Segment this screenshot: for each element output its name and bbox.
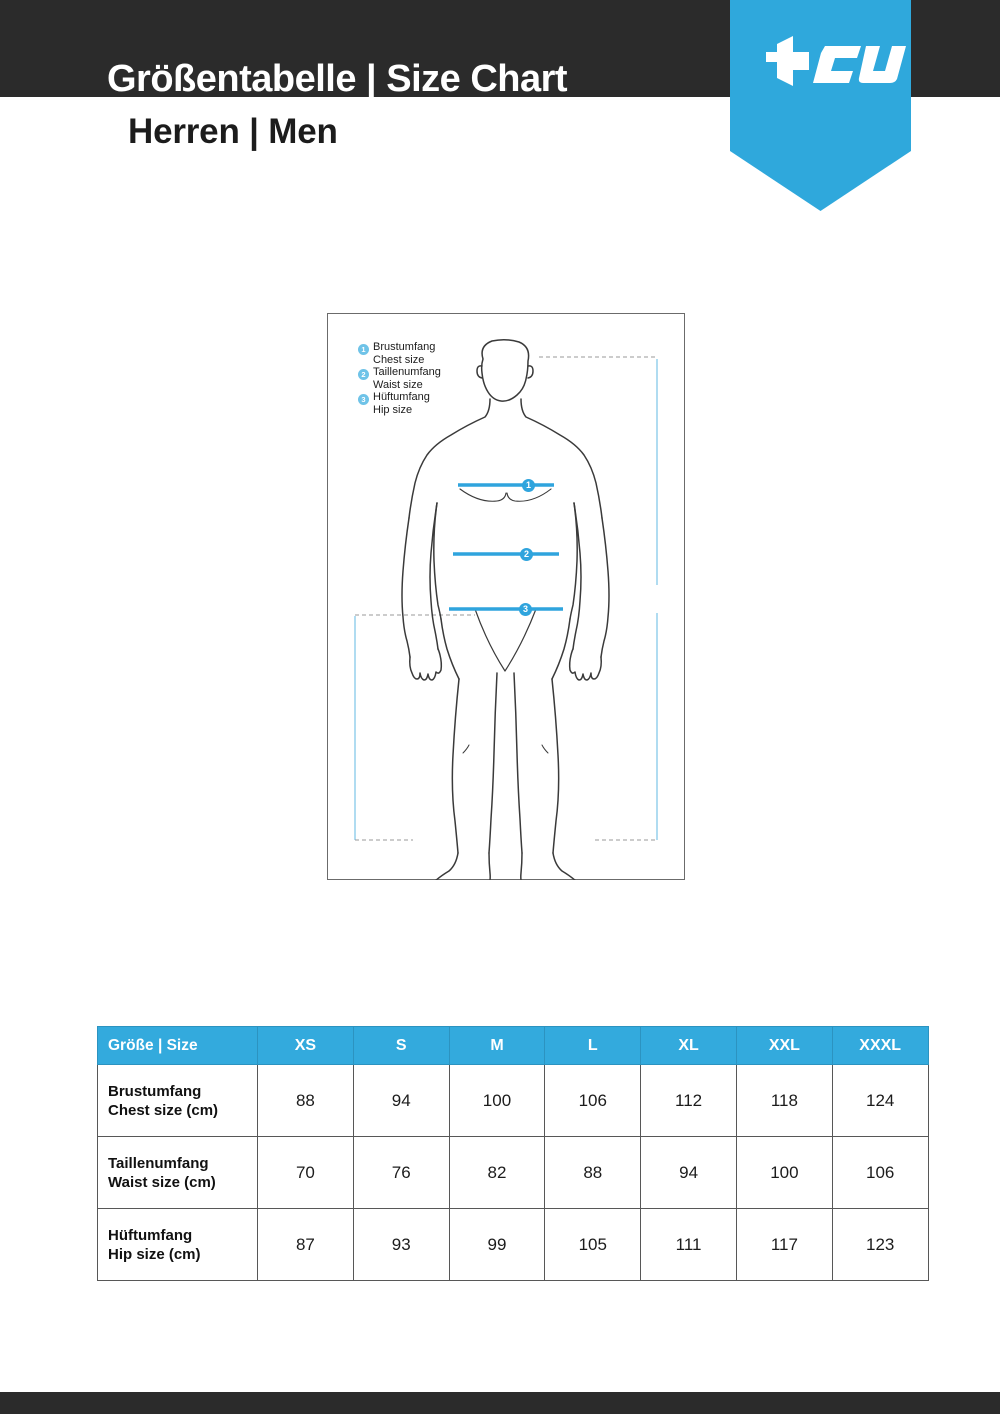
cell-chest-s: 94 bbox=[352, 1064, 450, 1137]
cell-hip-m: 99 bbox=[448, 1208, 546, 1281]
body-figure-illustration bbox=[354, 338, 658, 880]
table-row: Brustumfang Chest size (cm) 88 94 100 10… bbox=[97, 1064, 929, 1137]
cell-hip-xxl: 117 bbox=[735, 1208, 833, 1281]
footer-dark-bar bbox=[0, 1392, 1000, 1414]
cell-chest-xl: 112 bbox=[640, 1064, 737, 1137]
row-label-chest-en: Chest size (cm) bbox=[108, 1101, 219, 1119]
row-label-hip-en: Hip size (cm) bbox=[108, 1245, 201, 1263]
cell-chest-xs: 88 bbox=[257, 1064, 354, 1137]
cell-waist-l: 88 bbox=[544, 1136, 642, 1209]
legend-hip-de: Hüftumfang bbox=[373, 391, 430, 403]
measure-badge-3: 3 bbox=[519, 603, 532, 616]
column-header-m: M bbox=[448, 1026, 546, 1065]
cell-waist-xxl: 100 bbox=[735, 1136, 833, 1209]
legend-badge-3-icon: 3 bbox=[358, 394, 369, 405]
legend-chest-de: Brustumfang bbox=[373, 341, 436, 353]
row-label-chest-de: Brustumfang bbox=[108, 1082, 202, 1100]
legend-waist-de: Taillenumfang bbox=[373, 366, 441, 378]
cell-waist-xl: 94 bbox=[640, 1136, 737, 1209]
row-label-waist-en: Waist size (cm) bbox=[108, 1173, 216, 1191]
table-row: Hüftumfang Hip size (cm) 87 93 99 105 11… bbox=[97, 1208, 929, 1281]
row-label-waist: Taillenumfang Waist size (cm) bbox=[97, 1136, 258, 1209]
table-row: Taillenumfang Waist size (cm) 70 76 82 8… bbox=[97, 1136, 929, 1209]
cell-hip-xl: 111 bbox=[640, 1208, 737, 1281]
diagram-legend: 1 Brustumfang Chest size 2 Taillenumfang… bbox=[358, 341, 508, 416]
cell-chest-xxl: 118 bbox=[735, 1064, 833, 1137]
table-header-row: Größe | Size XS S M L XL XXL XXXL bbox=[97, 1026, 929, 1065]
cell-chest-l: 106 bbox=[544, 1064, 642, 1137]
row-label-hip: Hüftumfang Hip size (cm) bbox=[97, 1208, 258, 1281]
column-header-xxl: XXL bbox=[735, 1026, 833, 1065]
legend-chest-en: Chest size bbox=[373, 353, 425, 366]
page-title-secondary: Herren | Men bbox=[128, 112, 338, 151]
measure-badge-1: 1 bbox=[522, 479, 535, 492]
legend-badge-2-icon: 2 bbox=[358, 369, 369, 380]
column-header-xs: XS bbox=[257, 1026, 354, 1065]
cell-hip-xxxl: 123 bbox=[831, 1208, 929, 1281]
column-header-size-label: Größe | Size bbox=[97, 1026, 258, 1065]
legend-waist-en: Waist size bbox=[373, 378, 423, 391]
cube-brand-banner bbox=[730, 0, 911, 211]
cell-chest-m: 100 bbox=[448, 1064, 546, 1137]
legend-item-chest: 1 Brustumfang Chest size bbox=[358, 341, 508, 366]
cell-waist-xs: 70 bbox=[257, 1136, 354, 1209]
column-header-xl: XL bbox=[640, 1026, 737, 1065]
measurement-diagram-frame bbox=[327, 313, 685, 880]
legend-item-waist: 2 Taillenumfang Waist size bbox=[358, 366, 508, 391]
row-label-hip-de: Hüftumfang bbox=[108, 1226, 193, 1244]
cell-hip-l: 105 bbox=[544, 1208, 642, 1281]
cube-logo-mark bbox=[766, 36, 809, 86]
legend-hip-en: Hip size bbox=[373, 403, 413, 416]
legend-badge-1-icon: 1 bbox=[358, 344, 369, 355]
cell-hip-s: 93 bbox=[352, 1208, 450, 1281]
page-title: Größentabelle | Size Chart Herren | Men bbox=[107, 57, 752, 154]
measure-badge-2: 2 bbox=[520, 548, 533, 561]
column-header-s: S bbox=[352, 1026, 450, 1065]
page-title-primary: Größentabelle | Size Chart bbox=[107, 58, 568, 100]
row-label-waist-de: Taillenumfang bbox=[108, 1154, 209, 1172]
legend-item-hip: 3 Hüftumfang Hip size bbox=[358, 391, 508, 416]
column-header-xxxl: XXXL bbox=[831, 1026, 929, 1065]
cell-hip-xs: 87 bbox=[257, 1208, 354, 1281]
cell-waist-s: 76 bbox=[352, 1136, 450, 1209]
cell-waist-m: 82 bbox=[448, 1136, 546, 1209]
row-label-chest: Brustumfang Chest size (cm) bbox=[97, 1064, 258, 1137]
cube-wordmark bbox=[813, 46, 906, 83]
cell-chest-xxxl: 124 bbox=[831, 1064, 929, 1137]
size-chart-table: Größe | Size XS S M L XL XXL XXXL Brustu… bbox=[97, 1026, 929, 1281]
column-header-l: L bbox=[544, 1026, 642, 1065]
cell-waist-xxxl: 106 bbox=[831, 1136, 929, 1209]
